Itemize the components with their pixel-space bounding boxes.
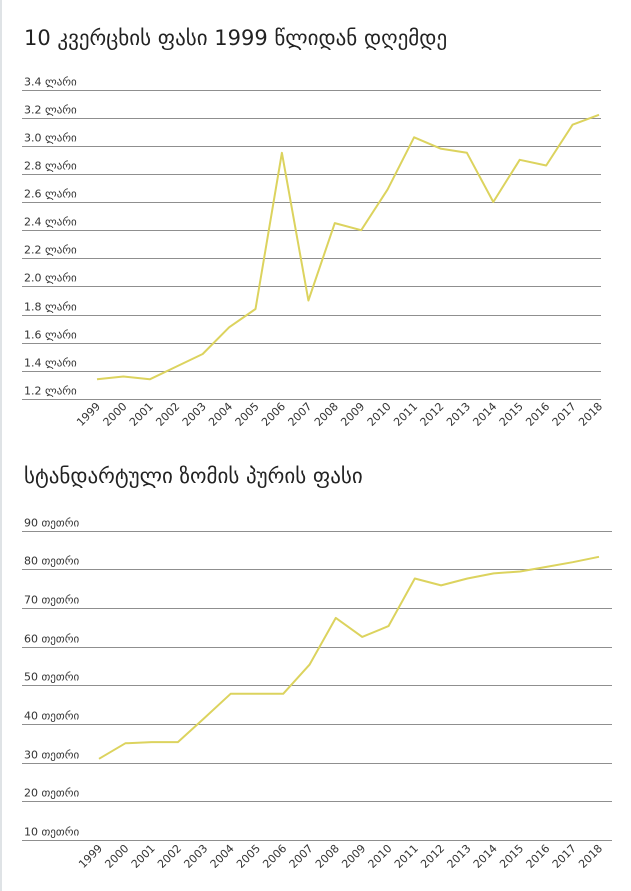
y-tick-label: 20 თეთრი bbox=[24, 787, 79, 800]
x-tick-label: 2004 bbox=[208, 842, 237, 871]
x-tick-label: 2009 bbox=[339, 842, 368, 871]
y-tick-label: 30 თეთრი bbox=[24, 749, 79, 762]
y-tick-label: 3.4 ლარი bbox=[24, 76, 77, 89]
y-tick-label: 1.4 ლარი bbox=[24, 357, 77, 370]
x-tick-label: 2011 bbox=[392, 842, 421, 871]
x-tick-label: 2008 bbox=[313, 842, 342, 871]
egg-price-plot: 1.2 ლარი 1.4 ლარი 1.6 ლარი 1.8 ლარი 2.0 ლარი… bbox=[22, 76, 605, 429]
y-tick-label: 10 თეთრი bbox=[24, 826, 79, 839]
x-tick-label: 1999 bbox=[76, 842, 105, 871]
series-line bbox=[96, 113, 600, 381]
y-tick-label: 90 თეთრი bbox=[24, 517, 79, 530]
y-tick-label: 80 თეთრი bbox=[24, 555, 79, 568]
x-tick-label: 2006 bbox=[260, 842, 289, 871]
y-tick-label: 1.8 ლარი bbox=[24, 301, 77, 314]
x-tick-label: 2016 bbox=[523, 842, 552, 871]
x-tick-label: 2001 bbox=[129, 842, 158, 871]
y-tick-label: 2.2 ლარი bbox=[24, 244, 77, 257]
x-tick-label: 2015 bbox=[497, 842, 526, 871]
x-tick-label: 2013 bbox=[445, 842, 474, 871]
series-line bbox=[98, 555, 600, 760]
x-tick-label: 2005 bbox=[234, 842, 263, 871]
y-tick-label: 3.2 ლარი bbox=[24, 104, 77, 117]
y-tick-label: 1.2 ლარი bbox=[24, 385, 77, 398]
y-tick-label: 2.8 ლარი bbox=[24, 160, 77, 173]
egg-price-chart: 10 კვერცხის ფასი 1999 წლიდან დღემდე 1.2 … bbox=[0, 0, 631, 445]
x-tick-label: 2018 bbox=[576, 842, 605, 871]
x-tick-label: 2010 bbox=[366, 842, 395, 871]
x-tick-label: 2017 bbox=[550, 842, 579, 871]
y-tick-label: 60 თეთრი bbox=[24, 633, 79, 646]
x-tick-label: 2002 bbox=[155, 842, 184, 871]
left-rule bbox=[0, 0, 2, 891]
y-tick-label: 40 თეთრი bbox=[24, 710, 79, 723]
y-tick-label: 2.4 ლარი bbox=[24, 216, 77, 229]
x-tick-label: 2014 bbox=[471, 842, 500, 871]
y-tick-label: 70 თეთრი bbox=[24, 594, 79, 607]
y-tick-label: 3.0 ლარი bbox=[24, 132, 77, 145]
y-tick-label: 1.6 ლარი bbox=[24, 329, 77, 342]
x-tick-label: 2000 bbox=[102, 842, 131, 871]
x-tick-label: 2012 bbox=[418, 842, 447, 871]
y-tick-label: 50 თეთრი bbox=[24, 671, 79, 684]
chart-title: 10 კვერცხის ფასი 1999 წლიდან დღემდე bbox=[24, 26, 448, 50]
chart-title: სტანდარტული ზომის პურის ფასი bbox=[24, 464, 363, 488]
y-tick-label: 2.6 ლარი bbox=[24, 188, 77, 201]
x-tick-label: 2003 bbox=[181, 842, 210, 871]
x-tick-label: 2007 bbox=[287, 842, 316, 871]
y-tick-label: 2.0 ლარი bbox=[24, 272, 77, 285]
